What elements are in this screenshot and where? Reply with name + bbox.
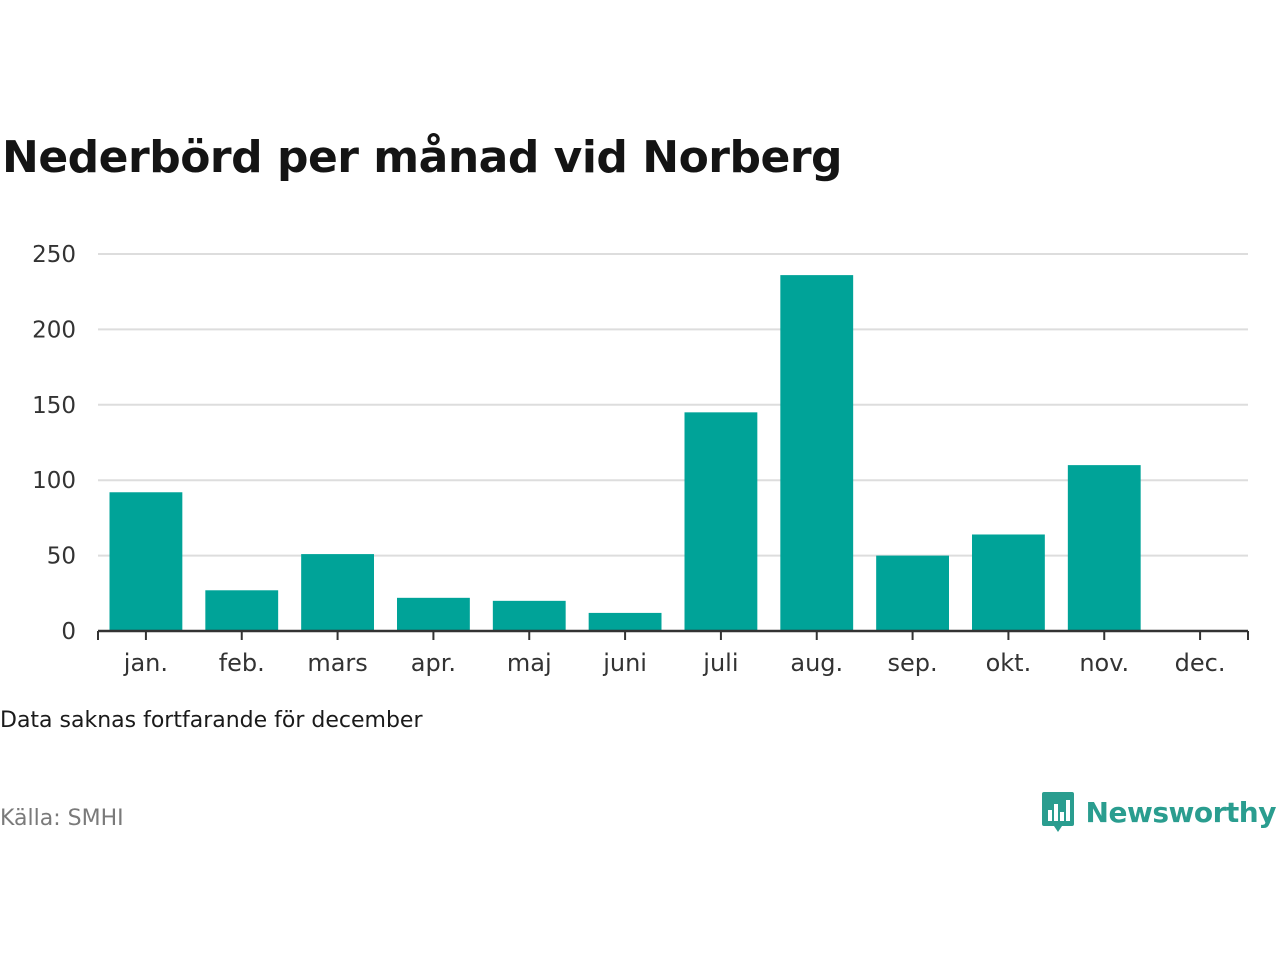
- x-tick-label: juli: [702, 649, 738, 677]
- bar-chart-speech-bubble-icon: [1041, 792, 1074, 832]
- y-tick-label: 100: [32, 468, 76, 494]
- x-tick-label: okt.: [986, 649, 1032, 677]
- x-tick-label: dec.: [1175, 649, 1226, 677]
- x-tick-label: mars: [307, 649, 367, 677]
- y-tick-label: 50: [47, 544, 76, 570]
- x-tick-label: juni: [602, 649, 647, 677]
- y-tick-label: 0: [61, 619, 76, 645]
- x-tick-label: apr.: [411, 649, 456, 677]
- bar-6: [684, 412, 758, 631]
- bar-5: [588, 612, 662, 631]
- x-tick-labels: jan. feb. mars apr. maj juni juli aug. sep. okt. n…: [123, 649, 1226, 677]
- bar-9: [972, 534, 1045, 631]
- bar-0: [109, 492, 183, 631]
- bar-2: [301, 554, 374, 631]
- x-tick-label: sep.: [888, 649, 938, 677]
- footnote: Data saknas fortfarande för december: [0, 708, 423, 733]
- bar-3: [397, 597, 470, 631]
- y-tick-label: 250: [32, 242, 76, 268]
- brand-name: Newsworthy: [1085, 795, 1277, 829]
- bar-10: [1067, 465, 1141, 631]
- x-tick-label: feb.: [219, 649, 265, 677]
- y-tick-label: 150: [32, 393, 76, 419]
- y-tick-labels: 0 50 100 150 200 250: [32, 242, 76, 645]
- gridlines: [98, 253, 1248, 557]
- source-credit: Källa: SMHI: [0, 806, 124, 831]
- bar-4: [492, 600, 566, 631]
- x-tick-label: maj: [507, 649, 552, 677]
- y-tick-label: 200: [32, 317, 76, 343]
- x-axis: [97, 629, 1249, 640]
- chart-title: Nederbörd per månad vid Norberg: [2, 132, 843, 183]
- x-tick-label: jan.: [123, 649, 168, 677]
- x-tick-label: nov.: [1079, 649, 1129, 677]
- bar-7: [780, 275, 854, 631]
- newsworthy-logo: Newsworthy: [1040, 790, 1277, 834]
- bar-1: [205, 590, 279, 631]
- x-tick-label: aug.: [790, 649, 843, 677]
- bars: [109, 275, 1141, 631]
- bar-8: [876, 555, 949, 631]
